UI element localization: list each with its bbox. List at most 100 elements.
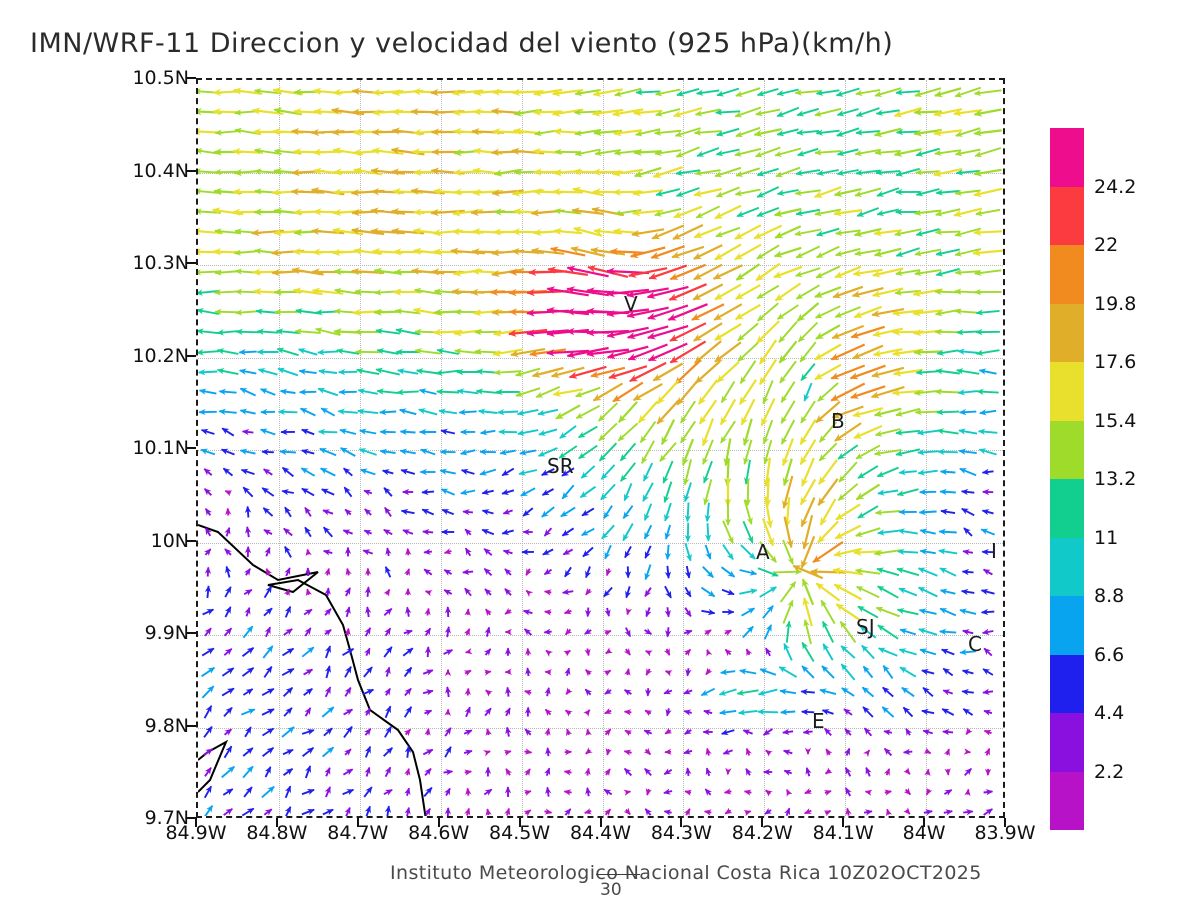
wind-vector [857,605,879,619]
wind-vector [262,507,274,517]
wind-vector [464,648,473,655]
wind-vector [824,767,833,775]
wind-vector [504,807,511,816]
wind-vector [701,418,715,447]
wind-vector [403,728,412,737]
wind-vector [938,548,958,555]
wind-vector [464,687,471,696]
wind-vector [203,726,213,738]
wind-vector [225,507,232,516]
wind-vector [623,647,631,656]
wind-vector [656,399,680,425]
wind-vector [245,526,252,538]
wind-vector [694,340,722,364]
wind-vector [720,729,735,736]
wind-vector [544,727,551,736]
wind-vector [604,707,612,715]
wind-vector [484,588,492,596]
wind-vector [862,749,871,758]
wind-vector [956,329,980,336]
wind-vector [957,389,978,396]
wind-vector [283,588,290,597]
wind-vector [481,528,495,536]
wind-vector [836,169,859,176]
wind-vector [882,686,894,698]
wind-vector [242,747,254,757]
wind-vector [642,462,654,482]
colorbar-tick-label: 4.4 [1094,702,1125,724]
wind-vector [523,628,533,636]
wind-vector [357,408,379,415]
wind-vector [384,766,392,778]
wind-vector [418,388,437,395]
wind-vector [722,748,733,755]
wind-vector [917,586,938,598]
wind-vector [633,166,662,178]
wind-vector [242,625,254,639]
wind-vector [979,409,997,416]
wind-vector [817,520,839,544]
wind-vector [424,807,431,816]
wind-vector [805,767,812,777]
y-axis-tick-mark [187,354,196,357]
wind-vector [663,788,673,795]
wind-vector [342,768,354,776]
wind-vector [774,282,802,302]
y-axis-tick-mark [187,724,196,727]
wind-vector [756,186,780,198]
wind-vector [443,649,454,656]
wind-vector [384,666,391,677]
wind-vector [484,707,492,717]
wind-vector [855,527,881,537]
wind-vector [612,381,644,403]
wind-vector [683,688,693,695]
wind-vector [463,669,472,677]
wind-vector [544,687,551,697]
wind-vector [479,468,497,476]
wind-vector [403,568,410,576]
wind-vector [301,448,315,456]
wind-vector [563,649,571,657]
wind-vector [223,706,233,718]
wind-vector [851,287,884,298]
wind-vector [263,665,273,678]
wind-vector [697,379,719,405]
footer-subtext: 30 [600,880,622,900]
wind-vector [464,528,473,537]
wind-vector [776,304,799,320]
wind-vector [700,687,716,697]
station-label-v: V [624,292,638,316]
y-axis-tick-label: 10.3N [132,252,189,274]
wind-vector [852,407,884,418]
wind-vector [855,585,880,599]
wind-vector [664,670,673,677]
wind-vector [817,478,839,506]
wind-vector [757,567,779,577]
wind-vector [225,565,232,578]
wind-vector [435,369,461,376]
wind-vector [344,686,352,697]
wind-vector [863,809,873,816]
wind-vector [645,667,653,676]
wind-vector [877,647,898,657]
wind-vector [644,564,652,581]
wind-vector [720,420,736,444]
wind-vector [605,647,613,655]
wind-vector [663,688,673,695]
wind-vector [564,566,572,578]
wind-vector [424,728,431,736]
wind-vector [223,627,233,637]
wind-vector [201,647,215,657]
colorbar-tick-label: 15.4 [1094,409,1137,432]
wind-vector [940,648,955,656]
wind-vector [814,149,841,156]
wind-vector [759,586,777,598]
wind-vector [965,727,973,735]
wind-vector [976,388,999,395]
wind-vector [838,461,858,483]
wind-vector [623,767,633,777]
wind-vector [242,486,254,498]
wind-vector [693,322,723,342]
wind-vector [898,648,917,656]
wind-vector [564,667,571,676]
